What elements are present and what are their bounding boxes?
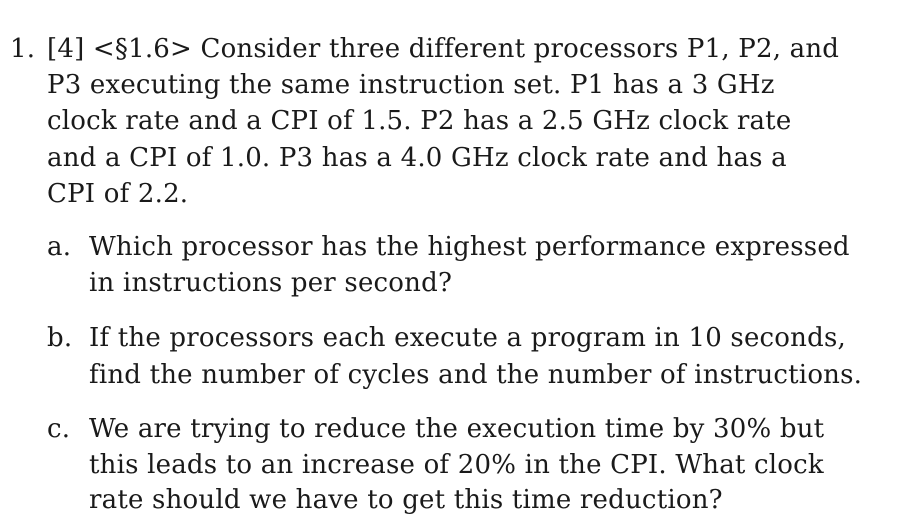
part-b-line-1: If the processors each execute a program… — [89, 323, 846, 353]
problem-number: 1. — [10, 34, 36, 64]
part-c-line-2: this leads to an increase of 20% in the … — [89, 450, 824, 480]
part-c-label: c. — [47, 414, 71, 444]
problem-statement-line-4: and a CPI of 1.0. P3 has a 4.0 GHz clock… — [47, 143, 787, 173]
part-a-line-2: in instructions per second? — [89, 268, 453, 298]
part-c-line-3: rate should we have to get this time red… — [89, 485, 723, 515]
part-c-line-1: We are trying to reduce the execution ti… — [89, 414, 825, 444]
problem-statement-line-5: CPI of 2.2. — [47, 179, 189, 209]
part-a-label: a. — [47, 232, 72, 262]
part-b-label: b. — [47, 323, 73, 353]
problem-statement-line-1: [4] <§1.6> Consider three different proc… — [47, 34, 840, 64]
part-a-line-1: Which processor has the highest performa… — [89, 232, 850, 262]
part-b-line-2: find the number of cycles and the number… — [89, 360, 863, 390]
problem-statement-line-2: P3 executing the same instruction set. P… — [47, 70, 775, 100]
problem-statement-line-3: clock rate and a CPI of 1.5. P2 has a 2.… — [47, 106, 792, 136]
